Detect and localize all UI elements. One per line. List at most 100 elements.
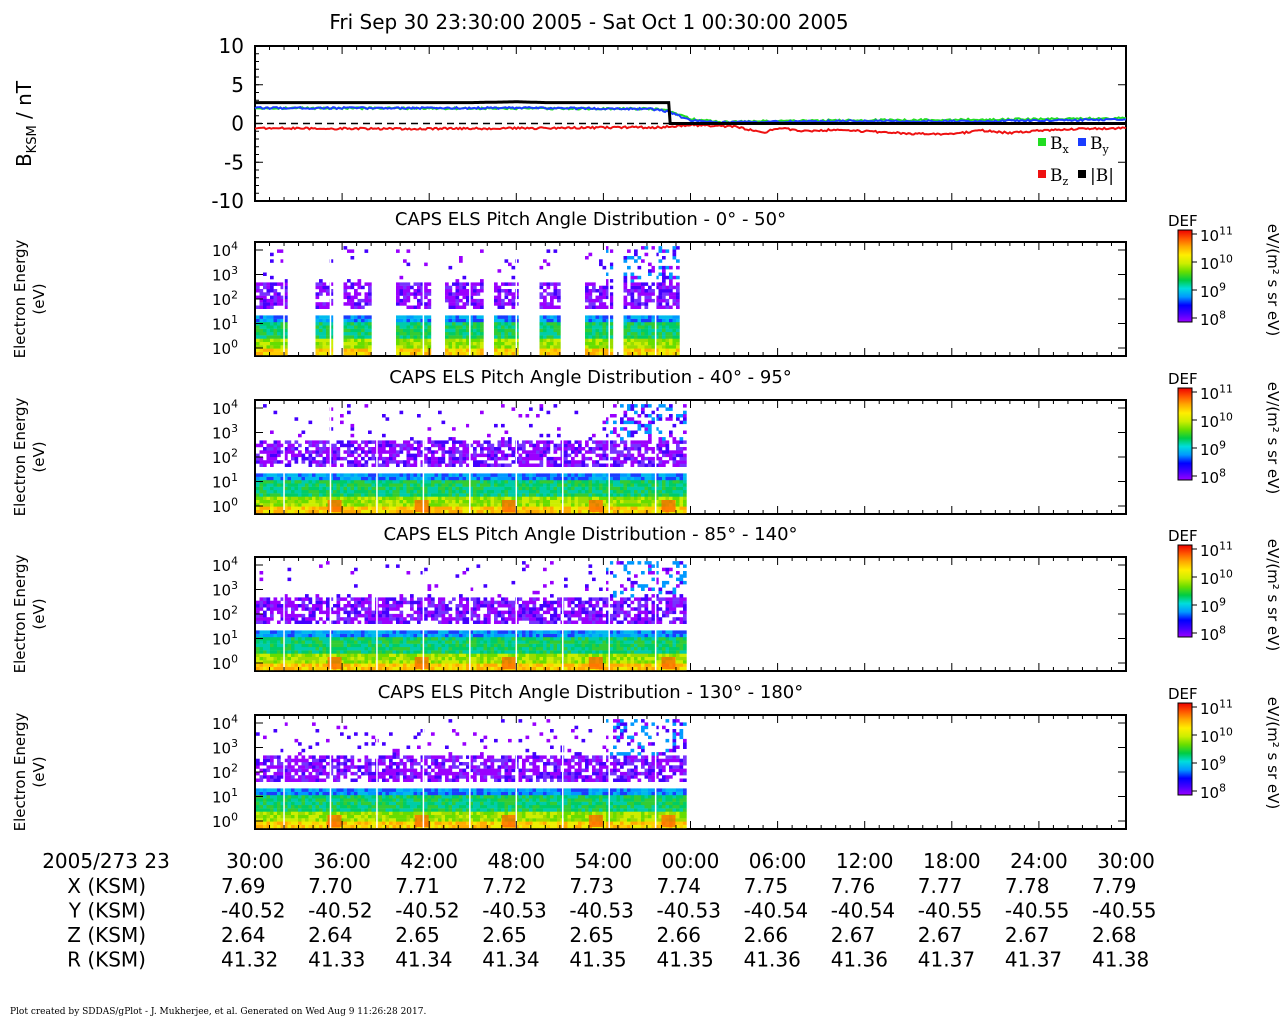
colorbar (1177, 229, 1193, 323)
colorbar-tick-label: 1011 (1200, 697, 1233, 718)
legend-swatch-by (1078, 138, 1086, 146)
legend-swatch-bz (1038, 170, 1046, 178)
mag-ytick-label: 0 (231, 112, 244, 136)
spectrogram-ytick-label: 100 (212, 810, 238, 831)
spectrogram-ylabel-unit: (eV) (30, 598, 48, 629)
colorbar-tick-label: 108 (1200, 781, 1226, 802)
spectrogram-panel-1: CAPS ELS Pitch Angle Distribution - 0° -… (11, 209, 1280, 358)
ephemeris-label: X (KSM) (67, 874, 146, 898)
spectrogram-ytick-label: 103 (212, 422, 238, 443)
time-tick-label: 48:00 (487, 849, 545, 873)
spectrogram-frame (254, 241, 1127, 357)
series-line-by (254, 105, 1127, 125)
legend-swatch-btot (1078, 170, 1086, 178)
spectrogram-ylabel: Electron Energy (11, 397, 29, 516)
spectrogram-panel-4: CAPS ELS Pitch Angle Distribution - 130°… (11, 682, 1280, 831)
ephemeris-value: -40.55 (1092, 899, 1156, 923)
ephemeris-value: 7.71 (395, 874, 440, 898)
time-tick-label: 12:00 (836, 849, 894, 873)
spectrogram-ytick-label: 100 (212, 495, 238, 516)
time-tick-label: 42:00 (400, 849, 458, 873)
heatmap-hotspot (661, 815, 676, 827)
magnetic-field-panel: 10 5 0 -5 -10 Bx By Bz |B| BKSM / nT (12, 34, 1127, 213)
ephemeris-value: 2.64 (308, 923, 353, 947)
ephemeris-value: 41.34 (395, 948, 452, 972)
ephemeris-value: -40.52 (221, 899, 285, 923)
colorbar-unit: eV/(m² s sr eV) (1264, 382, 1280, 494)
colorbar-tick-label: 1011 (1200, 539, 1233, 560)
spectrogram-ytick-label: 101 (212, 786, 238, 807)
ephemeris-value: -40.55 (1005, 899, 1069, 923)
ephemeris-value: 7.69 (221, 874, 266, 898)
heatmap-hotspot (588, 500, 603, 512)
spectrogram-ylabel: Electron Energy (11, 239, 29, 358)
heatmap-cells (256, 719, 687, 829)
spectrogram-ylabel: Electron Energy (11, 712, 29, 831)
ephemeris-label: Y (KSM) (68, 899, 146, 923)
spectrogram-ylabel-unit: (eV) (30, 756, 48, 787)
ephemeris-value: -40.53 (657, 899, 721, 923)
colorbar-unit: eV/(m² s sr eV) (1264, 539, 1280, 651)
spectrogram-ytick-label: 101 (212, 628, 238, 649)
colorbar-tick-label: 109 (1200, 753, 1226, 774)
spectrogram-ytick-label: 104 (212, 239, 238, 260)
spectrogram-title: CAPS ELS Pitch Angle Distribution - 40° … (389, 367, 792, 388)
mag-ytick-label: 5 (231, 73, 244, 97)
colorbar-label: DEF (1168, 370, 1198, 388)
ephemeris-value: 2.66 (744, 923, 789, 947)
colorbar-tick-label: 109 (1200, 595, 1226, 616)
heatmap-hotspot (501, 657, 516, 669)
spectrogram-ytick-label: 103 (212, 579, 238, 600)
colorbar-tick-label: 1011 (1200, 224, 1233, 245)
legend-label-by: By (1090, 134, 1110, 156)
ephemeris-value: 41.34 (482, 948, 539, 972)
colorbar-tick-label: 108 (1200, 623, 1226, 644)
ephemeris-value: 2.66 (657, 923, 702, 947)
series-line-btot (255, 100, 1126, 125)
colorbar-unit: eV/(m² s sr eV) (1264, 224, 1280, 336)
ephemeris-value: 2.68 (1092, 923, 1137, 947)
spectrogram-ylabel: Electron Energy (11, 554, 29, 673)
heatmap-hotspot (501, 500, 516, 512)
spectrogram-ytick-label: 100 (212, 652, 238, 673)
time-tick-label: 24:00 (1010, 849, 1068, 873)
heatmap-cells (256, 561, 687, 671)
heatmap-hotspot (414, 815, 429, 827)
ephemeris-value: 41.37 (918, 948, 975, 972)
ephemeris-value: -40.52 (308, 899, 372, 923)
spectrogram-ytick-label: 103 (212, 737, 238, 758)
colorbar-tick-label: 1010 (1200, 567, 1233, 588)
ephemeris-value: 41.37 (1005, 948, 1062, 972)
colorbar-tick-label: 109 (1200, 280, 1226, 301)
ephemeris-value: 41.36 (744, 948, 801, 972)
colorbar (1177, 387, 1193, 481)
spectrogram-ytick-label: 102 (212, 761, 238, 782)
spectrogram-ytick-label: 102 (212, 603, 238, 624)
colorbar-tick-label: 1010 (1200, 410, 1233, 431)
time-tick-label: 30:00 (226, 849, 284, 873)
mag-ytick-label: -10 (211, 189, 244, 213)
ephemeris-value: 41.35 (569, 948, 626, 972)
time-tick-label: 54:00 (575, 849, 633, 873)
time-tick-label: 30:00 (1097, 849, 1155, 873)
heatmap-hotspot (588, 657, 603, 669)
ephemeris-value: -40.53 (569, 899, 633, 923)
ephemeris-value: -40.54 (744, 899, 808, 923)
ephemeris-value: 2.64 (221, 923, 266, 947)
colorbar-label: DEF (1168, 212, 1198, 230)
colorbar (1177, 544, 1193, 638)
legend-label-bx: Bx (1050, 134, 1070, 156)
ephemeris-value: 2.67 (831, 923, 876, 947)
spectrogram-ylabel-unit: (eV) (30, 441, 48, 472)
ephemeris-value: 7.74 (657, 874, 702, 898)
spectrogram-ytick-label: 104 (212, 554, 238, 575)
time-tick-label: 36:00 (313, 849, 371, 873)
heatmap-cells (256, 246, 680, 356)
ephemeris-value: 7.76 (831, 874, 876, 898)
spectrogram-panel-3: CAPS ELS Pitch Angle Distribution - 85° … (11, 524, 1280, 673)
spectrogram-ytick-label: 102 (212, 446, 238, 467)
ephemeris-value: 7.72 (482, 874, 527, 898)
ephemeris-value: 2.67 (1005, 923, 1050, 947)
ephemeris-value: 41.35 (657, 948, 714, 972)
